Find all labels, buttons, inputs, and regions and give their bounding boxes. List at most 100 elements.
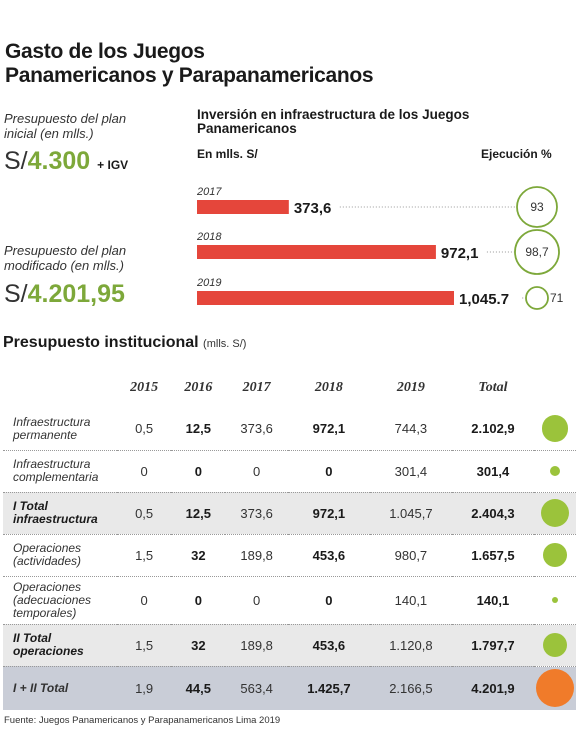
total-dot	[541, 415, 569, 443]
total-dot	[551, 596, 559, 604]
table-cell: 0	[287, 576, 370, 625]
row-label: I + II Total	[3, 666, 117, 710]
table-cell: 563,4	[225, 666, 288, 710]
table-cell: 189,8	[225, 534, 288, 577]
table-row: I Total infraestructura 0,5 12,5 373,6 972,1…	[3, 492, 576, 535]
budget-modified-label: Presupuesto del plan modificado (en mlls…	[4, 243, 127, 273]
table-header-blank	[3, 368, 117, 408]
table-cell: 373,6	[225, 492, 288, 535]
table-cell: 44,5	[171, 666, 226, 710]
bar-year-label: 2017	[196, 186, 222, 198]
execution-label: 98,7	[525, 245, 549, 259]
total-dot-cell	[534, 492, 576, 535]
table-cell: 1.425,7	[287, 666, 370, 710]
total-dot-cell	[534, 408, 576, 451]
table-cell: 140,1	[451, 576, 534, 625]
table-cell: 980,7	[369, 534, 452, 577]
table-header-cell: 2015	[130, 380, 159, 395]
table-header-cell: 2017	[242, 380, 271, 395]
table-row: Operaciones (adecuaciones temporales) 0 0 0…	[3, 576, 576, 625]
table-cell: 0,5	[117, 408, 172, 451]
table-header-cell: 2016	[184, 380, 213, 395]
table-cell: 1.657,5	[451, 534, 534, 577]
table-cell: 301,4	[451, 450, 534, 493]
table-cell: 0	[117, 450, 172, 493]
table-cell: 12,5	[171, 408, 226, 451]
budget-table: 2015 2016 2017 2018 2019 Total Infraestructur…	[3, 368, 576, 710]
infra-bar-chart: 2017 373,6 93 2018 972,1 98,7 2019 1,045.7 71	[196, 186, 564, 310]
row-label: Infraestructura permanente	[3, 408, 117, 451]
table-cell: 2.404,3	[451, 492, 534, 535]
row-label: I Total infraestructura	[3, 492, 117, 535]
table-cell: 0	[171, 450, 226, 493]
budget-modified-amount: S/4.201,95	[4, 280, 125, 309]
total-dot-cell	[534, 624, 576, 667]
table-cell: 453,6	[287, 624, 370, 667]
total-dot	[543, 543, 567, 567]
table-row: II Total operaciones 1,5 32 189,8 453,6 1.120…	[3, 624, 576, 667]
execution-circle	[516, 186, 558, 228]
execution-circle	[514, 229, 560, 275]
table-cell: 1,5	[117, 624, 172, 667]
table-cell: 1.797,7	[451, 624, 534, 667]
table-cell: 0,5	[117, 492, 172, 535]
table-cell: 1,9	[117, 666, 172, 710]
infra-chart-unit: En mlls. S/	[197, 147, 258, 161]
row-label: II Total operaciones	[3, 624, 117, 667]
total-dot	[549, 465, 561, 477]
budget-initial-prefix: S/	[4, 147, 28, 175]
total-dot	[536, 669, 574, 708]
table-row: Operaciones (actividades) 1,5 32 189,8 453,6…	[3, 534, 576, 577]
budget-modified-value: 4.201,95	[27, 280, 125, 308]
bar-value-label: 373,6	[294, 200, 332, 217]
budget-table-title: Presupuesto institucional (mlls. S/)	[3, 334, 246, 352]
table-cell: 32	[171, 534, 226, 577]
source-note: Fuente: Juegos Panamericanos y Parapanam…	[4, 715, 281, 726]
budget-initial-suffix: + IGV	[97, 158, 129, 172]
table-header-cell: 2018	[314, 380, 343, 395]
bar	[197, 291, 454, 305]
table-cell: 453,6	[287, 534, 370, 577]
table-cell: 0	[171, 576, 226, 625]
table-cell: 744,3	[369, 408, 452, 451]
total-dot-cell	[534, 576, 576, 625]
table-cell: 1.045,7	[369, 492, 452, 535]
bar	[197, 245, 436, 259]
budget-initial-value: 4.300	[27, 147, 91, 175]
total-dot-cell	[534, 666, 576, 710]
total-dot-cell	[534, 450, 576, 493]
table-cell: 0	[225, 450, 288, 493]
title-line-2: Panamericanos y Parapanamericanos	[5, 64, 374, 87]
total-dot	[540, 498, 570, 528]
budget-table-title-text: Presupuesto institucional	[3, 334, 199, 351]
total-dot-cell	[534, 534, 576, 577]
infra-chart-ratio-label: Ejecución %	[481, 147, 552, 161]
title-line-1: Gasto de los Juegos	[5, 40, 205, 63]
table-cell: 972,1	[287, 408, 370, 451]
page-title: Gasto de los Juegos Panamericanos y Para…	[5, 40, 374, 88]
table-header-row: 2015 2016 2017 2018 2019 Total	[3, 368, 576, 408]
bar-year-label: 2019	[196, 277, 221, 289]
budget-initial-amount: S/4.300 + IGV	[4, 147, 128, 176]
budget-initial-label: Presupuesto del plan inicial (en mlls.)	[4, 111, 127, 141]
table-cell: 0	[225, 576, 288, 625]
execution-circle	[525, 286, 549, 310]
table-header-dot-col	[534, 368, 576, 408]
table-cell: 373,6	[225, 408, 288, 451]
table-cell: 301,4	[369, 450, 452, 493]
row-label: Infraestructura complementaria	[3, 450, 117, 493]
infra-chart-title: Inversión en infraestructura de los Jueg…	[197, 107, 470, 136]
table-cell: 32	[171, 624, 226, 667]
table-row: I + II Total 1,9 44,5 563,4 1.425,7 2.166,5 4.…	[3, 666, 576, 710]
table-cell: 4.201,9	[451, 666, 534, 710]
table-header-cell: Total	[478, 380, 508, 395]
table-cell: 140,1	[369, 576, 452, 625]
bar-value-label: 1,045.7	[459, 291, 509, 308]
execution-label: 93	[530, 200, 544, 214]
table-header-cell: 2019	[396, 380, 425, 395]
table-cell: 0	[117, 576, 172, 625]
bar-value-label: 972,1	[441, 245, 479, 262]
bar-year-label: 2018	[196, 231, 222, 243]
table-cell: 12,5	[171, 492, 226, 535]
table-cell: 1.120,8	[369, 624, 452, 667]
